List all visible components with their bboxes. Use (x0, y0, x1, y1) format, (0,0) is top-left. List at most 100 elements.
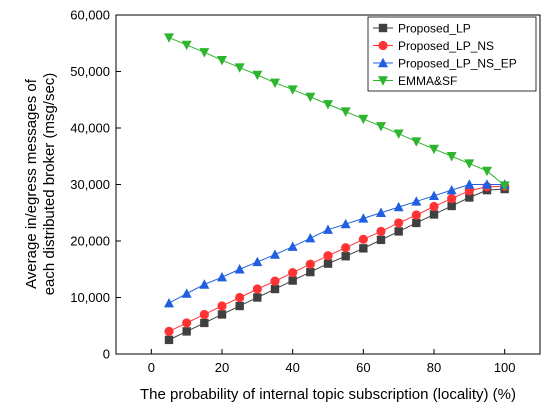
legend-label: Proposed_LP (398, 21, 471, 35)
data-point (270, 284, 280, 294)
data-point (199, 279, 210, 289)
x-tick-label: 80 (427, 360, 441, 375)
data-point (287, 85, 298, 95)
data-point (394, 218, 404, 228)
data-point (182, 318, 192, 328)
data-point (341, 243, 351, 253)
series-layer (164, 33, 510, 345)
data-point (429, 210, 439, 219)
data-point (234, 63, 245, 73)
data-point (340, 218, 351, 229)
data-point (182, 327, 191, 336)
data-point (394, 227, 403, 236)
y-tick-label: 0 (103, 347, 110, 362)
series-proposed-lp-ns-ep (164, 179, 510, 308)
data-point (323, 259, 333, 268)
data-point (252, 284, 262, 294)
legend-label: Proposed_LP_NS_EP (398, 56, 517, 70)
data-point (412, 218, 421, 228)
data-point (323, 224, 333, 234)
data-point (359, 244, 368, 253)
data-point (340, 107, 351, 117)
data-point (181, 40, 192, 51)
legend-marker (378, 40, 388, 51)
data-point (393, 129, 404, 139)
legend-label: EMMA&SF (398, 74, 457, 88)
data-point (411, 210, 421, 220)
series-proposed-lp (164, 184, 509, 345)
series-proposed-lp-ns (164, 181, 510, 336)
data-point (376, 235, 386, 245)
data-point (376, 226, 386, 236)
data-point (217, 56, 227, 66)
data-point (235, 301, 244, 311)
data-point (358, 114, 369, 125)
x-tick-label: 60 (356, 360, 370, 375)
legend-item: Proposed_LP (373, 21, 471, 35)
x-tick-label: 20 (215, 360, 229, 375)
y-tick-label: 30,000 (70, 177, 110, 192)
data-point (217, 271, 227, 282)
data-point (464, 179, 475, 189)
data-point (376, 122, 386, 132)
legend-item: Proposed_LP_NS (373, 39, 494, 53)
data-point (429, 201, 439, 212)
data-point (323, 100, 333, 110)
data-point (270, 276, 280, 286)
data-point (306, 267, 315, 277)
data-point (270, 249, 280, 259)
data-point (358, 234, 368, 244)
y-tick-label: 50,000 (70, 64, 110, 79)
data-point (252, 256, 263, 267)
data-point (164, 335, 174, 345)
data-point (482, 179, 492, 189)
data-point (164, 33, 174, 43)
y-axis-title: Average in/egress messages of each distr… (23, 73, 58, 296)
y-tick-label: 60,000 (70, 8, 110, 23)
y-axis-title-line-2: each distributed broker (msg/sec) (41, 73, 58, 296)
x-axis-title: The probability of internal topic subscr… (140, 386, 516, 403)
data-point (447, 201, 456, 211)
x-tick-label: 0 (148, 360, 155, 375)
legend-marker (378, 57, 388, 68)
data-point (411, 196, 422, 206)
data-point (217, 301, 227, 311)
data-point (199, 309, 209, 320)
data-point (287, 241, 298, 251)
data-point (429, 144, 439, 155)
legend: Proposed_LP Proposed_LP_NS Proposed_LP_NS_… (367, 16, 537, 92)
x-tick-label: 40 (285, 360, 299, 375)
series-emma-sf (164, 33, 510, 191)
data-point (393, 201, 404, 212)
data-point (288, 268, 298, 278)
data-point (429, 190, 439, 200)
data-point (323, 251, 333, 261)
data-point (181, 288, 192, 298)
data-point (164, 326, 174, 336)
legend-marker (378, 76, 388, 86)
data-point (288, 276, 297, 285)
legend-item: Proposed_LP_NS_EP (373, 56, 517, 70)
y-axis-title-line-1: Average in/egress messages of (23, 78, 40, 289)
y-axis: 0 10,000 20,000 30,000 40,000 50,000 60,000 (70, 8, 121, 362)
data-point (499, 181, 510, 191)
legend-label: Proposed_LP_NS (398, 39, 494, 53)
legend-marker (378, 23, 388, 33)
y-tick-label: 20,000 (70, 234, 110, 249)
data-point (411, 137, 422, 147)
data-point (465, 193, 474, 202)
data-point (253, 293, 262, 302)
data-point (217, 310, 227, 319)
x-axis: 0 20 40 60 80 100 (148, 349, 516, 375)
data-point (164, 297, 174, 308)
data-point (464, 159, 475, 169)
legend-item: EMMA&SF (373, 74, 457, 88)
data-point (199, 48, 210, 58)
data-point (305, 259, 315, 269)
data-point (358, 213, 369, 223)
data-point (270, 78, 280, 88)
data-point (252, 70, 263, 81)
data-point (305, 92, 316, 103)
y-tick-label: 40,000 (70, 121, 110, 136)
